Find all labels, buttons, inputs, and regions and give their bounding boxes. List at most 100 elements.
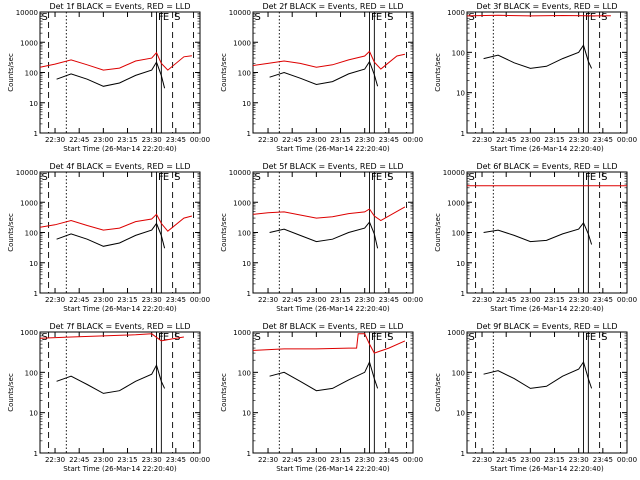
x-tick-label: 23:45 — [593, 456, 613, 464]
events-series-line — [56, 363, 166, 394]
lld-series-line — [252, 206, 406, 222]
x-tick-label: 23:00 — [306, 456, 326, 464]
x-axis-label: Start Time (26-Mar-14 22:20:40) — [490, 465, 604, 473]
x-tick-label: 22:30 — [258, 136, 278, 144]
y-tick-label: 100 — [25, 369, 38, 377]
y-tick-label: 10000 — [229, 169, 251, 177]
y-tick-label: 100 — [238, 70, 251, 78]
y-tick-label: 10 — [29, 410, 38, 418]
y-tick-label: 1000 — [233, 329, 251, 337]
x-tick-label: 00:00 — [190, 456, 210, 464]
time-marker-label: S — [387, 172, 393, 183]
x-tick-label: 23:15 — [544, 296, 564, 304]
y-tick-label: 1 — [247, 130, 251, 138]
y-axis-label: Counts/sec — [220, 213, 228, 252]
x-tick-label: 23:45 — [379, 456, 399, 464]
x-tick-label: 22:30 — [258, 296, 278, 304]
events-series-line — [56, 60, 166, 89]
x-tick-label: 00:00 — [190, 136, 210, 144]
x-tick-label: 23:15 — [117, 136, 137, 144]
x-axis-label: Start Time (26-Mar-14 22:20:40) — [276, 145, 390, 153]
axes-frame — [252, 11, 414, 134]
time-marker-label: S — [387, 12, 393, 23]
axes-frame — [252, 331, 414, 454]
time-marker-label: S — [469, 332, 475, 343]
axes-frame — [39, 171, 201, 294]
axes-frame — [466, 171, 628, 294]
lld-series-line — [252, 333, 406, 354]
panel-det-8f: Det 8f BLACK = Events, RED = LLD 1 10 100 10… — [220, 322, 423, 473]
events-series-line — [483, 44, 593, 69]
y-tick-label: 1 — [461, 130, 465, 138]
time-marker-label: S — [601, 172, 607, 183]
y-tick-label: 10 — [242, 100, 251, 108]
x-tick-label: 22:45 — [282, 456, 302, 464]
time-marker-label: S — [387, 332, 393, 343]
panel-det-2f: Det 2f BLACK = Events, RED = LLD 1 10 100 10… — [220, 2, 423, 153]
y-tick-label: 1 — [461, 450, 465, 458]
time-marker-label: S — [174, 12, 180, 23]
y-tick-label: 1 — [461, 290, 465, 298]
x-tick-label: 23:30 — [355, 456, 375, 464]
x-axis-label: Start Time (26-Mar-14 22:20:40) — [490, 305, 604, 313]
y-tick-label: 10 — [456, 410, 465, 418]
x-tick-label: 23:30 — [569, 456, 589, 464]
time-marker-label: E — [163, 172, 169, 183]
panel-det-6f: Det 6f BLACK = Events, RED = LLD 1 10 100 10… — [434, 162, 637, 313]
lld-series-line — [39, 51, 192, 71]
x-tick-label: 00:00 — [403, 296, 423, 304]
time-marker-label: S — [174, 172, 180, 183]
time-marker-label: S — [42, 172, 48, 183]
x-tick-label: 22:45 — [69, 456, 89, 464]
x-tick-label: 22:30 — [45, 136, 65, 144]
time-marker-label: E — [590, 332, 596, 343]
time-marker-label: S — [255, 12, 261, 23]
y-tick-label: 1000 — [447, 9, 465, 17]
y-tick-label: 10 — [29, 260, 38, 268]
x-axis-label: Start Time (26-Mar-14 22:20:40) — [63, 305, 177, 313]
x-tick-label: 23:45 — [593, 136, 613, 144]
events-series-line — [269, 360, 379, 392]
y-tick-label: 100 — [452, 230, 465, 238]
y-tick-label: 1 — [247, 450, 251, 458]
y-tick-label: 1000 — [233, 39, 251, 47]
x-tick-label: 23:30 — [569, 296, 589, 304]
x-tick-label: 23:30 — [355, 136, 375, 144]
x-tick-label: 23:00 — [520, 296, 540, 304]
x-tick-label: 23:15 — [117, 296, 137, 304]
x-tick-label: 00:00 — [403, 456, 423, 464]
y-tick-label: 1000 — [447, 199, 465, 207]
panel-title: Det 1f BLACK = Events, RED = LLD — [49, 2, 190, 11]
panel-title: Det 6f BLACK = Events, RED = LLD — [476, 162, 617, 171]
x-tick-label: 22:45 — [496, 136, 516, 144]
y-tick-label: 1 — [247, 290, 251, 298]
time-marker-label: S — [469, 172, 475, 183]
x-tick-label: 23:00 — [93, 296, 113, 304]
axes-frame — [466, 11, 628, 134]
x-tick-label: 23:30 — [142, 296, 162, 304]
x-tick-label: 23:30 — [355, 296, 375, 304]
time-marker-label: S — [42, 332, 48, 343]
y-tick-label: 10 — [29, 100, 38, 108]
axes-frame — [252, 171, 414, 294]
time-marker-label: S — [469, 12, 475, 23]
x-tick-label: 22:45 — [282, 296, 302, 304]
panel-det-3f: Det 3f BLACK = Events, RED = LLD 1 10 100 10… — [434, 2, 637, 153]
x-tick-label: 23:00 — [306, 296, 326, 304]
y-tick-label: 100 — [25, 70, 38, 78]
x-tick-label: 22:30 — [45, 456, 65, 464]
y-tick-label: 10000 — [443, 169, 465, 177]
y-tick-label: 100 — [238, 230, 251, 238]
y-axis-label: Counts/sec — [220, 373, 228, 412]
y-tick-label: 10 — [456, 90, 465, 98]
x-tick-label: 00:00 — [403, 136, 423, 144]
x-tick-label: 23:30 — [142, 456, 162, 464]
y-tick-label: 1000 — [447, 329, 465, 337]
y-tick-label: 100 — [25, 230, 38, 238]
x-tick-label: 22:30 — [472, 296, 492, 304]
x-tick-label: 23:00 — [93, 136, 113, 144]
lld-series-line — [252, 50, 406, 70]
x-tick-label: 23:45 — [379, 136, 399, 144]
events-series-line — [269, 221, 379, 249]
